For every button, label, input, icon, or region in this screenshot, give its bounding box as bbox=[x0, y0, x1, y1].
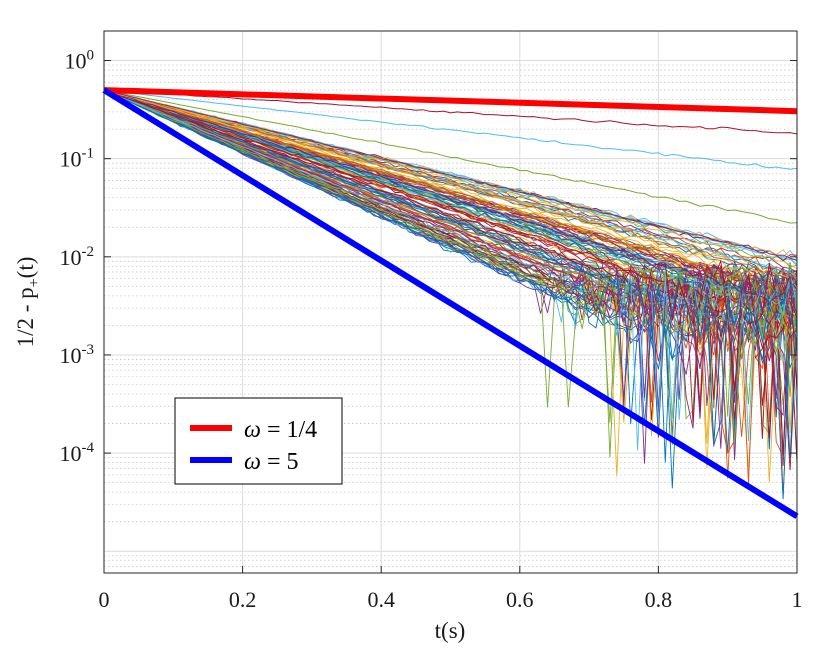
y-tick-exponent: 0 bbox=[87, 48, 95, 64]
y-tick-base: 10 bbox=[60, 343, 82, 368]
reference-series bbox=[102, 87, 799, 519]
plot-frame bbox=[103, 30, 798, 574]
legend-symbol: ω bbox=[244, 449, 261, 475]
y-axis-label-base: 1/2 - p bbox=[13, 287, 38, 347]
legend-box bbox=[174, 397, 343, 485]
y-tick-exponent: -4 bbox=[82, 440, 95, 456]
ensemble-line bbox=[103, 89, 798, 430]
x-tick-label: 0.2 bbox=[229, 587, 257, 612]
ensemble-line bbox=[103, 89, 798, 393]
series-line-0 bbox=[103, 87, 798, 115]
ticks bbox=[103, 60, 798, 573]
ensemble-line-highlighted bbox=[103, 89, 798, 224]
legend-label: = 1/4 bbox=[261, 417, 317, 443]
y-tick-base: 10 bbox=[65, 49, 87, 74]
y-tick-exponent: -1 bbox=[82, 146, 95, 162]
y-tick-exponent: -2 bbox=[82, 244, 95, 260]
x-tick-labels: 0 0.2 0.4 0.6 0.8 1 bbox=[99, 587, 803, 612]
series-line-1 bbox=[102, 87, 799, 519]
x-axis-label: t(s) bbox=[435, 618, 466, 643]
ensemble-line bbox=[103, 89, 798, 289]
legend-entry-omega-five: ω = 5 bbox=[244, 449, 299, 475]
ensemble-line bbox=[103, 89, 798, 279]
ensemble-line bbox=[103, 89, 798, 293]
ensemble-line-highlighted bbox=[103, 89, 798, 170]
ensemble-line bbox=[103, 89, 666, 318]
y-tick-label: 10-1 bbox=[60, 146, 95, 172]
ensemble-line bbox=[103, 89, 798, 278]
ensemble-line bbox=[103, 89, 798, 261]
legend-symbol: ω bbox=[244, 417, 261, 443]
x-tick-label: 0.6 bbox=[506, 587, 534, 612]
ensemble-line bbox=[103, 89, 798, 451]
ensemble-line bbox=[103, 89, 687, 306]
y-axis-label-suffix: (t) bbox=[13, 257, 38, 279]
x-tick-label: 0.8 bbox=[645, 587, 673, 612]
ensemble-line bbox=[103, 89, 798, 291]
ensemble-line-highlighted bbox=[103, 89, 798, 261]
ensemble-line bbox=[103, 89, 798, 339]
ensemble-line bbox=[103, 89, 798, 319]
y-tick-label: 10-2 bbox=[60, 244, 95, 270]
ensemble-line bbox=[103, 89, 798, 464]
y-tick-label: 10-3 bbox=[60, 342, 95, 368]
x-tick-label: 1 bbox=[792, 587, 803, 612]
ensemble-line bbox=[103, 89, 798, 446]
ensemble-line bbox=[103, 89, 735, 265]
y-tick-exponent: -3 bbox=[82, 342, 95, 358]
x-tick-label: 0.4 bbox=[367, 587, 395, 612]
y-tick-label: 100 bbox=[65, 48, 95, 74]
y-tick-label: 10-4 bbox=[60, 440, 95, 466]
legend: ω = 1/4 ω = 5 bbox=[174, 397, 343, 485]
y-tick-base: 10 bbox=[60, 147, 82, 172]
legend-label: = 5 bbox=[261, 449, 299, 475]
ensemble-line bbox=[103, 89, 611, 314]
ensemble-line-highlighted bbox=[103, 89, 798, 135]
ensemble-line bbox=[103, 89, 798, 464]
y-axis-label: 1/2 - p+(t) bbox=[13, 257, 43, 348]
x-tick-label: 0 bbox=[99, 587, 110, 612]
ensemble-lines bbox=[103, 89, 798, 500]
y-tick-base: 10 bbox=[60, 441, 82, 466]
y-tick-base: 10 bbox=[60, 245, 82, 270]
legend-entry-omega-quarter: ω = 1/4 bbox=[244, 417, 317, 443]
y-axis-label-subscript: + bbox=[26, 278, 43, 287]
